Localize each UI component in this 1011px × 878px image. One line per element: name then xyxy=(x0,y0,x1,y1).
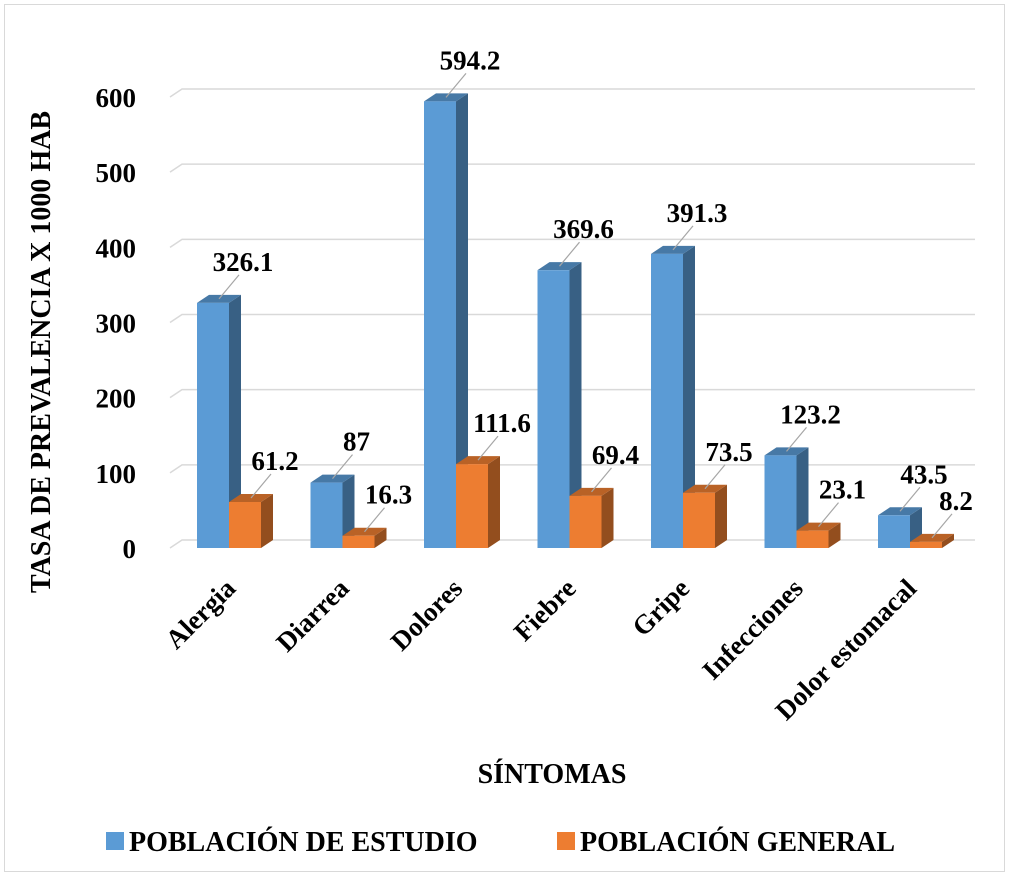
legend-label-general: POBLACIÓN GENERAL xyxy=(580,827,895,858)
gridline xyxy=(169,163,975,173)
y-tick-label: 200 xyxy=(96,384,137,414)
data-labels: 326.1 61.2 87 16.3 594.2 111.6 369.6 69.4 391.3 7… xyxy=(213,45,973,539)
leader-line xyxy=(899,486,921,512)
leader-line xyxy=(218,274,240,300)
bar-side xyxy=(569,262,582,548)
leader-line xyxy=(931,513,953,539)
category-label: Diarrea xyxy=(270,573,355,658)
bar-general xyxy=(796,522,841,548)
bar-side xyxy=(488,456,500,548)
bar-side xyxy=(261,493,273,548)
bar-front xyxy=(683,492,715,548)
data-label: 326.1 xyxy=(213,247,274,277)
gridline xyxy=(169,238,975,248)
leader-line xyxy=(250,473,272,499)
data-label: 87 xyxy=(343,427,370,457)
data-label: 73.5 xyxy=(705,437,752,467)
data-label: 111.6 xyxy=(473,408,531,438)
bar-front xyxy=(229,501,261,548)
bar-side xyxy=(796,447,809,548)
bar-side xyxy=(942,533,954,548)
bar-estudio xyxy=(197,294,241,548)
data-label: 594.2 xyxy=(440,45,501,75)
data-label: 391.3 xyxy=(667,198,728,228)
category-label: Infecciones xyxy=(696,573,808,685)
leader-line xyxy=(704,464,726,490)
data-label: 23.1 xyxy=(819,475,866,505)
data-label: 69.4 xyxy=(592,440,639,470)
y-tick-label: 300 xyxy=(96,309,137,339)
y-axis-title: TASA DE PREVALENCIA X 1000 HAB xyxy=(26,111,57,593)
data-label: 61.2 xyxy=(251,446,298,476)
bar-side xyxy=(342,474,355,548)
data-label: 16.3 xyxy=(365,480,412,510)
bar-estudio xyxy=(310,474,355,548)
bar-general xyxy=(569,487,614,548)
bar-estudio xyxy=(424,93,468,548)
gridline xyxy=(169,388,975,399)
bar-front xyxy=(537,270,570,548)
y-tick-labels: 0 100 200 300 400 500 600 xyxy=(96,83,137,564)
gridline xyxy=(169,313,975,324)
category-label: Fiebre xyxy=(508,573,582,647)
leader-line xyxy=(591,467,612,493)
gridline xyxy=(169,464,975,474)
y-tick-label: 0 xyxy=(123,534,137,564)
leader-line xyxy=(786,427,807,452)
bar-front xyxy=(569,495,602,548)
bar-estudio xyxy=(537,262,582,548)
bar-side xyxy=(601,487,614,548)
data-label: 43.5 xyxy=(900,459,947,489)
leader-line xyxy=(672,225,694,251)
legend: POBLACIÓN DE ESTUDIO POBLACIÓN GENERAL xyxy=(106,827,895,858)
bar-front xyxy=(878,515,910,548)
bar-side xyxy=(828,522,841,548)
bar-general xyxy=(683,484,727,548)
leader-line xyxy=(477,435,499,461)
bar-estudio xyxy=(651,245,695,548)
y-tick-label: 100 xyxy=(96,459,137,489)
y-tick-label: 500 xyxy=(96,158,137,188)
bar-general xyxy=(456,456,500,548)
bar-estudio xyxy=(878,507,922,548)
bar-side xyxy=(715,484,727,548)
bar-general xyxy=(229,493,273,548)
gridline xyxy=(169,88,975,98)
leader-line xyxy=(559,241,580,267)
chart-frame xyxy=(4,4,1005,872)
bar-front xyxy=(796,530,829,548)
legend-label-estudio: POBLACIÓN DE ESTUDIO xyxy=(129,827,478,858)
leader-line xyxy=(332,454,353,479)
data-label: 369.6 xyxy=(553,214,614,244)
leader-line xyxy=(364,507,385,533)
bar-side xyxy=(374,527,387,548)
bar-front xyxy=(197,302,229,548)
leader-line xyxy=(445,72,467,98)
bar-front xyxy=(456,464,488,548)
legend-swatch-general xyxy=(557,832,575,850)
data-label: 123.2 xyxy=(780,399,841,429)
bar-front xyxy=(764,455,797,548)
category-label: Dolores xyxy=(385,573,468,656)
category-label: Gripe xyxy=(626,573,695,642)
leader-line xyxy=(818,502,839,528)
y-tick-label: 600 xyxy=(96,83,137,113)
legend-swatch-estudio xyxy=(106,832,124,850)
data-label: 8.2 xyxy=(939,486,973,516)
bar-front xyxy=(310,482,343,548)
x-axis-title: SÍNTOMAS xyxy=(478,759,627,790)
bar-front xyxy=(651,253,683,548)
y-tick-label: 400 xyxy=(96,233,137,263)
category-labels: Alergia Diarrea Dolores Fiebre Gripe Infeccio… xyxy=(160,573,923,726)
bar-side xyxy=(683,245,695,548)
bar-front xyxy=(910,541,942,548)
bar-front xyxy=(342,535,375,548)
category-label: Alergia xyxy=(160,573,242,655)
bar-side xyxy=(229,294,241,548)
bar-front xyxy=(424,101,456,548)
bar-side xyxy=(456,93,468,548)
